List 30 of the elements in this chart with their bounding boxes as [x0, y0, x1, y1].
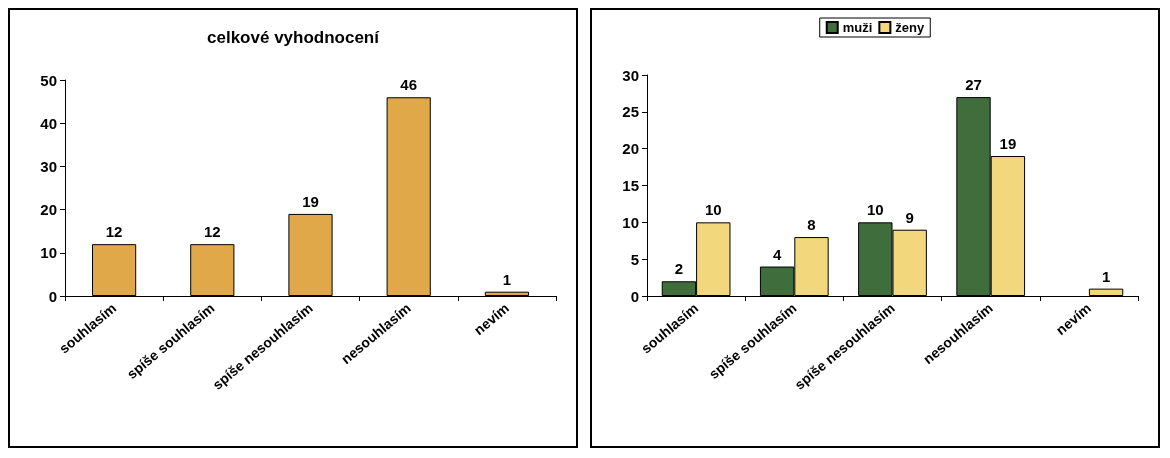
y-tick-label: 30	[40, 157, 57, 175]
y-tick-label: 0	[630, 287, 639, 305]
y-tick-label: 20	[40, 201, 57, 219]
data-label: 10	[866, 201, 884, 219]
data-label: 12	[203, 223, 221, 241]
y-tick-label: 50	[40, 71, 57, 89]
y-tick-label: 5	[630, 250, 639, 268]
data-label: 19	[999, 135, 1017, 153]
chart-title: celkové vyhodnocení	[207, 28, 381, 47]
y-tick-label: 10	[622, 213, 639, 231]
y-tick-label: 0	[48, 287, 57, 305]
y-tick-label: 25	[622, 103, 639, 121]
data-label: 46	[400, 76, 418, 94]
y-tick-label: 30	[622, 66, 639, 84]
data-label: 1	[1101, 267, 1111, 285]
legend-label: ženy	[895, 20, 926, 35]
legend-label: muži	[842, 20, 873, 35]
data-label: 1	[502, 270, 512, 288]
data-label: 12	[105, 223, 123, 241]
data-label: 8	[807, 216, 816, 234]
data-label: 19	[302, 192, 319, 210]
y-tick-label: 15	[622, 177, 639, 194]
y-tick-label: 20	[622, 140, 639, 158]
data-label: 4	[772, 245, 782, 263]
data-label: 9	[905, 208, 914, 226]
y-tick-label: 10	[40, 244, 57, 262]
data-label: 2	[674, 260, 684, 278]
data-label: 27	[965, 76, 982, 94]
y-tick-label: 40	[40, 114, 57, 132]
data-label: 10	[704, 201, 722, 219]
